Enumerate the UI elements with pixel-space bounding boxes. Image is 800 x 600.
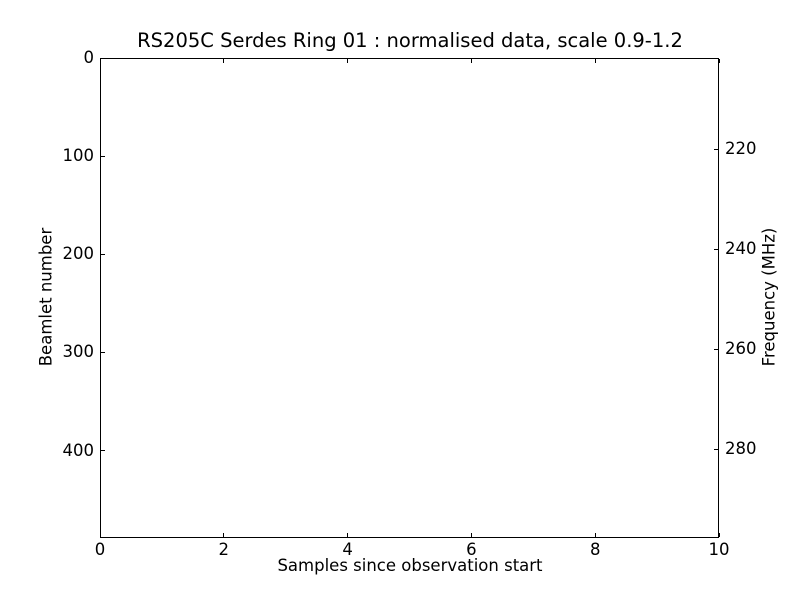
y-left-tick-label: 100 xyxy=(62,146,95,166)
x-tick-label: 6 xyxy=(466,540,477,559)
y-right-tick-mark xyxy=(714,448,718,450)
plot-area xyxy=(100,58,719,538)
y-right-tick-label: 260 xyxy=(725,339,757,358)
x-tick-mark-bottom xyxy=(718,533,720,537)
x-tick-mark-bottom xyxy=(594,533,596,537)
x-tick-label: 0 xyxy=(94,540,106,559)
x-axis-label: Samples since observation start xyxy=(277,556,543,575)
x-tick-mark-bottom xyxy=(470,533,472,537)
y-axis-label-right: Frequency (MHz) xyxy=(759,227,779,367)
x-tick-label: 8 xyxy=(589,540,601,559)
x-tick-mark-top xyxy=(99,59,101,63)
y-left-tick-label: 400 xyxy=(62,440,95,460)
y-right-tick-mark xyxy=(714,348,718,350)
y-left-tick-label: 200 xyxy=(62,244,95,264)
y-right-tick-mark xyxy=(714,248,718,250)
x-tick-mark-top xyxy=(594,59,596,63)
x-tick-mark-top xyxy=(347,59,349,63)
x-tick-mark-top xyxy=(223,59,225,63)
y-left-tick-label: 300 xyxy=(62,342,95,362)
x-tick-label: 2 xyxy=(218,540,230,559)
x-tick-label: 4 xyxy=(342,540,353,559)
x-tick-mark-top xyxy=(718,59,720,63)
y-right-tick-mark xyxy=(714,148,718,150)
y-left-tick-label: 0 xyxy=(83,48,95,67)
x-tick-mark-top xyxy=(470,59,472,63)
y-right-tick-label: 220 xyxy=(725,139,757,158)
y-left-tick-mark xyxy=(101,155,105,157)
y-left-tick-mark xyxy=(101,450,105,452)
y-right-tick-label: 240 xyxy=(725,239,757,258)
x-tick-label: 10 xyxy=(708,540,730,559)
x-tick-mark-bottom xyxy=(347,533,349,537)
x-tick-mark-bottom xyxy=(223,533,225,537)
chart-title: RS205C Serdes Ring 01 : normalised data,… xyxy=(137,29,683,52)
y-left-tick-mark xyxy=(101,253,105,255)
y-left-tick-mark xyxy=(101,351,105,353)
x-tick-mark-bottom xyxy=(99,533,101,537)
y-right-tick-label: 280 xyxy=(725,439,757,458)
